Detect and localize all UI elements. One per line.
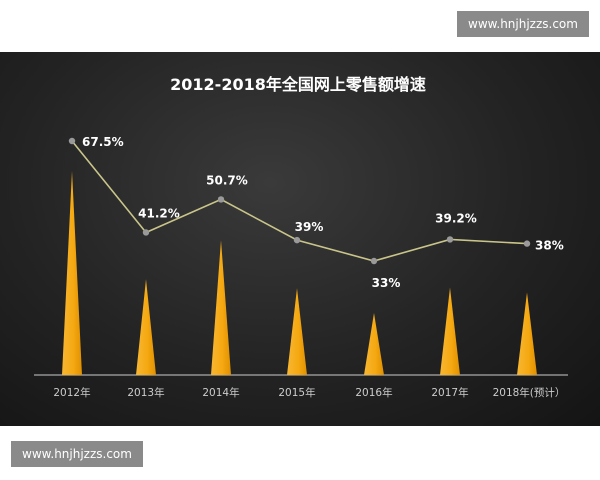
bar-3 — [287, 288, 307, 375]
value-labels-group: 67.5% 41.2% 50.7% 39% 33% 39.2% 38% — [82, 135, 564, 290]
bar-5 — [440, 287, 460, 375]
bar-6 — [517, 292, 537, 375]
value-label-4: 33% — [372, 276, 401, 290]
marker-4 — [370, 257, 378, 265]
value-label-6: 38% — [535, 239, 564, 253]
bar-2 — [211, 240, 231, 375]
value-label-1: 41.2% — [138, 206, 180, 220]
marker-6 — [523, 240, 531, 247]
x-tick-labels-group: 2012年 2013年 2014年 2015年 2016年 2017年 2018年(预计） — [53, 386, 565, 399]
x-tick-label-1: 2013年 — [127, 386, 164, 399]
value-label-2: 50.7% — [206, 173, 248, 187]
trend-line-group — [71, 140, 528, 262]
watermark-bottom: www.hnjhjzzs.com — [11, 441, 143, 467]
bars-group — [62, 171, 537, 375]
x-tick-label-4: 2016年 — [355, 386, 392, 399]
x-tick-label-6: 2018年(预计） — [493, 386, 566, 399]
x-tick-label-3: 2015年 — [278, 386, 315, 399]
x-tick-label-2: 2014年 — [202, 386, 239, 399]
markers-group — [68, 137, 531, 265]
marker-5 — [446, 236, 454, 243]
value-label-0: 67.5% — [82, 135, 124, 149]
x-tick-label-5: 2017年 — [431, 386, 468, 399]
watermark-top: www.hnjhjzzs.com — [457, 11, 589, 37]
value-label-3: 39% — [295, 220, 324, 234]
trend-line — [71, 140, 528, 262]
bar-1 — [136, 279, 156, 375]
marker-0 — [68, 137, 76, 145]
x-tick-label-0: 2012年 — [53, 386, 90, 399]
marker-2 — [217, 196, 225, 203]
marker-3 — [293, 236, 301, 244]
bar-0 — [62, 171, 82, 375]
bar-4 — [364, 313, 384, 375]
value-label-5: 39.2% — [435, 211, 477, 225]
chart-title: 2012-2018年全国网上零售额增速 — [170, 75, 426, 94]
marker-1 — [142, 229, 150, 236]
chart-svg: 2012-2018年全国网上零售额增速 67.5% 41.2% 50.7% 39% 33… — [34, 75, 568, 399]
